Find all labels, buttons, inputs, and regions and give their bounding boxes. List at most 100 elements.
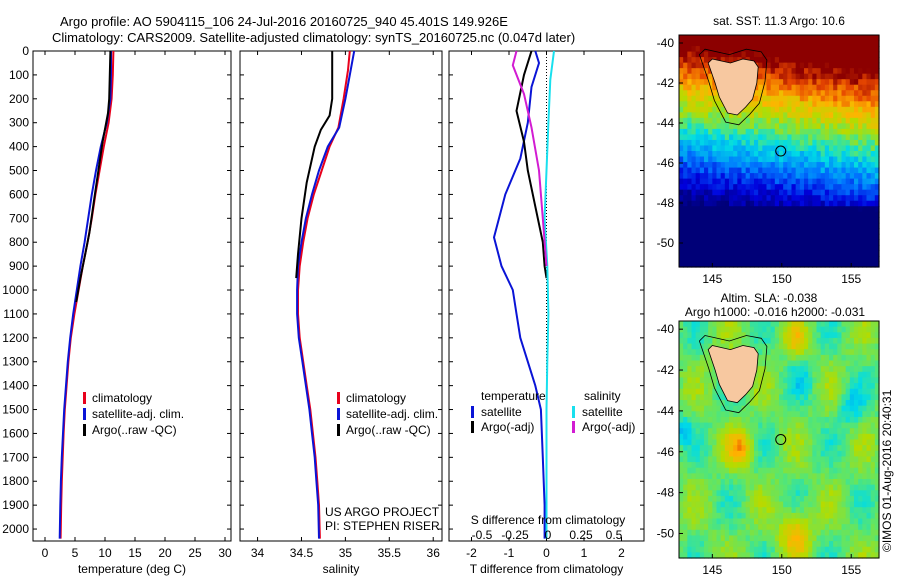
- sla-map-cell: [824, 462, 830, 469]
- sla-map-cell: [858, 377, 863, 384]
- sst-map-cell: [733, 184, 738, 191]
- sla-map-cell: [699, 400, 705, 407]
- sst-map-cell: [866, 211, 872, 218]
- sla-map-cell: [795, 321, 801, 328]
- sst-map-cell: [804, 106, 809, 113]
- sst-map-cell: [833, 222, 838, 229]
- sst-map-cell: [729, 211, 734, 218]
- sst-map-cell: [754, 222, 759, 229]
- sla-map-cell: [699, 473, 705, 480]
- sst-map-cell: [724, 173, 730, 180]
- sla-map-cell: [712, 439, 718, 446]
- sst-map-cell: [862, 95, 868, 102]
- sla-map-cell: [708, 416, 713, 424]
- sla-map-cell: [749, 495, 755, 503]
- sst-map-cell: [754, 189, 759, 196]
- sla-map-cell: [824, 490, 830, 497]
- sst-map-cell: [749, 128, 755, 136]
- sst-map-cell: [820, 134, 826, 141]
- sst-map-cell: [816, 173, 822, 180]
- sst-map-cell: [691, 217, 697, 224]
- sst-map-cell: [687, 250, 693, 257]
- sst-map-cell: [858, 106, 863, 113]
- sla-map-cell: [741, 467, 747, 474]
- sla-map-cell: [866, 535, 872, 542]
- sst-map-cell: [783, 222, 788, 229]
- sst-map-cell: [712, 178, 718, 185]
- sla-map-cell: [870, 479, 876, 486]
- sst-map-cell: [845, 233, 851, 240]
- sst-map-cell: [741, 222, 747, 229]
- sla-map-cell: [749, 518, 755, 525]
- sla-map-cell: [745, 462, 751, 469]
- sst-map-cell: [829, 167, 834, 174]
- sst-map-cell: [770, 206, 776, 213]
- sla-map-cell: [758, 546, 763, 553]
- sla-map-cell: [704, 467, 709, 474]
- sst-map-cell: [741, 261, 747, 268]
- sla-map-cell: [849, 529, 855, 537]
- sla-map-cell: [691, 439, 697, 446]
- sst-map-cell: [774, 222, 780, 229]
- sla-map-cell: [733, 535, 738, 542]
- sla-map-cell: [724, 411, 730, 418]
- sla-map-cell: [816, 484, 822, 491]
- sst-map-cell: [779, 145, 784, 152]
- sla-map-cell: [799, 541, 805, 548]
- sst-map-cell: [849, 145, 855, 152]
- sst-map-cell: [812, 106, 818, 113]
- sst-map-cell: [758, 222, 763, 229]
- sla-map-cell: [799, 422, 805, 429]
- sla-map-cell: [716, 512, 722, 520]
- sla-map-cell: [766, 411, 772, 418]
- sla-map-cell: [866, 507, 872, 514]
- sla-map-cell: [783, 332, 788, 339]
- difference-xtick-label: 0: [543, 546, 550, 560]
- sla-map-cell: [779, 337, 784, 345]
- sla-map-cell: [841, 388, 847, 395]
- sla-map-cell: [774, 546, 780, 553]
- sst-map-cell: [799, 167, 805, 174]
- sla-map-cell: [808, 518, 813, 525]
- sla-map-cell: [870, 490, 876, 497]
- sla-map-cell: [758, 422, 763, 429]
- depth-tick-label: 1400: [2, 379, 29, 393]
- sst-map-cell: [870, 211, 876, 218]
- sla-map-cell: [758, 467, 763, 474]
- sst-map-cell: [720, 51, 726, 58]
- sst-map-cell: [699, 167, 705, 174]
- sla-map-cell: [754, 343, 759, 350]
- sla-map-cell: [699, 518, 705, 525]
- sst-map-cell: [679, 233, 684, 240]
- sst-map-cell: [691, 184, 697, 191]
- sla-map-cell: [799, 337, 805, 345]
- sla-map-cell: [754, 450, 759, 458]
- sla-map-cell: [799, 416, 805, 424]
- sst-map-cell: [791, 228, 797, 235]
- sla-map-cell: [862, 541, 868, 548]
- sla-map-cell: [699, 541, 705, 548]
- sla-map-cell: [766, 439, 772, 446]
- sst-map-cell: [866, 40, 872, 47]
- sla-map-cell: [854, 428, 859, 435]
- sst-map-cell: [749, 184, 755, 191]
- sla-map-cell: [824, 501, 830, 508]
- sla-map-cell: [837, 349, 843, 356]
- sst-map-cell: [795, 51, 801, 58]
- sst-map-cell: [870, 68, 876, 75]
- sst-map-cell: [820, 139, 826, 147]
- sst-map-cell: [804, 57, 809, 64]
- sla-map-cell: [854, 400, 859, 407]
- sla-map-cell: [758, 343, 763, 350]
- sla-map-cell: [695, 371, 701, 379]
- sla-map-cell: [733, 501, 738, 508]
- sla-map-cell: [770, 366, 776, 373]
- sla-map-cell: [820, 524, 826, 531]
- sst-map-cell: [704, 184, 709, 191]
- sla-map-cell: [787, 428, 793, 435]
- sst-map-cell: [849, 217, 855, 224]
- sla-map-cell: [849, 388, 855, 395]
- sla-map-cell: [737, 484, 743, 491]
- sst-map-cell: [829, 200, 834, 207]
- sst-map-cell: [766, 134, 772, 141]
